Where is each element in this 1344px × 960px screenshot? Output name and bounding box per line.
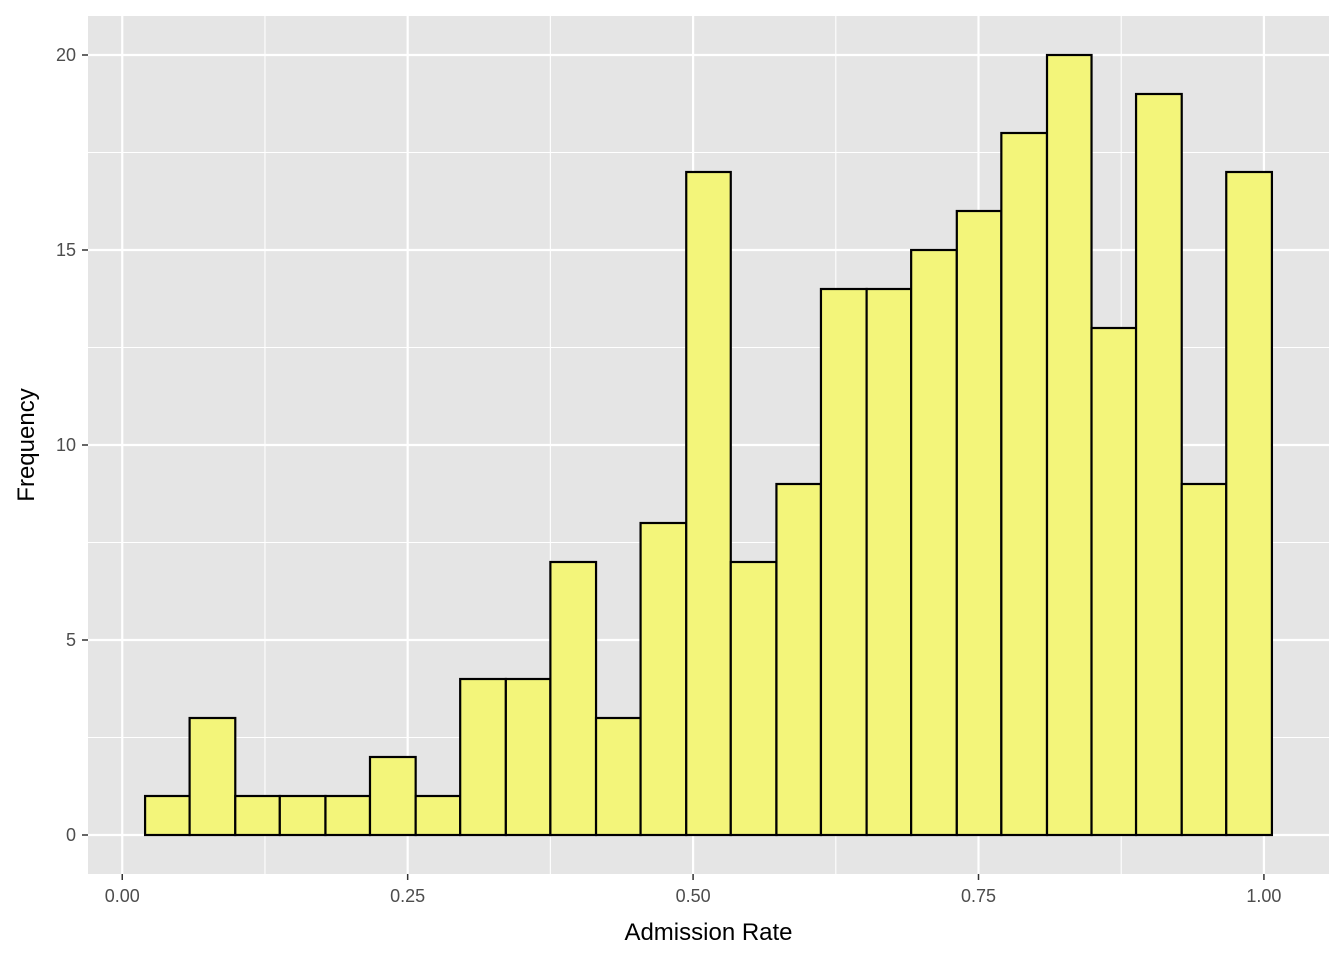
histogram-bar bbox=[414, 794, 462, 837]
histogram-bar bbox=[459, 677, 507, 837]
histogram-bar bbox=[1090, 326, 1138, 837]
y-tick-label: 20 bbox=[56, 45, 76, 65]
histogram-bar bbox=[910, 248, 958, 837]
x-tick-label: 0.50 bbox=[676, 886, 711, 906]
histogram-bar bbox=[729, 560, 778, 837]
y-axis-ticks: 0 5 10 15 20 bbox=[56, 45, 88, 845]
histogram-bar bbox=[1045, 53, 1093, 837]
y-tick-label: 15 bbox=[56, 240, 76, 260]
x-axis-ticks: 0.00 0.25 0.50 0.75 1.00 bbox=[105, 874, 1281, 906]
x-axis-title: Admission Rate bbox=[624, 919, 792, 946]
histogram-bar bbox=[324, 794, 372, 837]
histogram-bar bbox=[1134, 92, 1183, 837]
histogram-bar bbox=[775, 482, 823, 837]
histogram-bar bbox=[504, 677, 552, 837]
histogram-bar bbox=[1225, 170, 1274, 837]
histogram-bar bbox=[819, 287, 868, 837]
histogram-bar bbox=[594, 716, 642, 837]
x-tick-label: 0.25 bbox=[390, 886, 425, 906]
x-tick-label: 0.75 bbox=[961, 886, 996, 906]
histogram-bar bbox=[1180, 482, 1228, 837]
y-tick-label: 5 bbox=[66, 630, 76, 650]
histogram-bar bbox=[639, 521, 688, 837]
histogram-bar bbox=[955, 209, 1003, 837]
y-axis-title: Frequency bbox=[13, 388, 40, 501]
x-tick-label: 1.00 bbox=[1246, 886, 1281, 906]
histogram-bar bbox=[278, 794, 327, 837]
histogram-bar bbox=[188, 716, 237, 837]
histogram-bar bbox=[685, 170, 732, 837]
histogram-bar bbox=[143, 794, 191, 837]
histogram-bar bbox=[1000, 131, 1049, 837]
histogram-bar bbox=[368, 755, 417, 837]
y-tick-label: 10 bbox=[56, 435, 76, 455]
y-tick-label: 0 bbox=[66, 825, 76, 845]
histogram-bar bbox=[234, 794, 281, 837]
histogram-bar bbox=[549, 560, 598, 837]
histogram-bars bbox=[143, 53, 1274, 837]
x-tick-label: 0.00 bbox=[105, 886, 140, 906]
histogram-bar bbox=[865, 287, 913, 837]
